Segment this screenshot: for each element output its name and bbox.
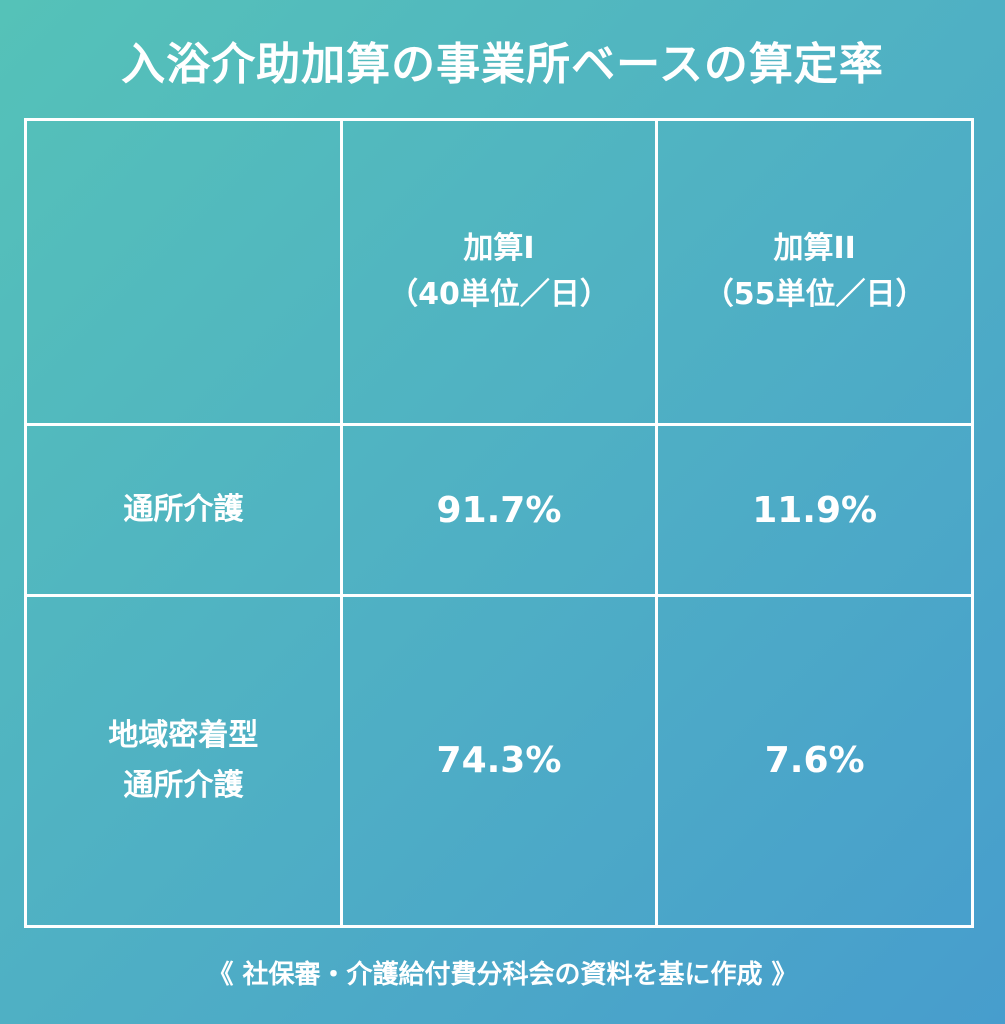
row-header-tsusho-kaigo: 通所介護 [24, 423, 343, 597]
table-row: 通所介護 91.7% 11.9% [24, 423, 974, 597]
column-header-name: 加算II [773, 231, 856, 267]
data-label: 74.3% [436, 740, 562, 782]
column-header-units: （40単位／日） [388, 277, 610, 313]
source-note: 《 社保審・介護給付費分科会の資料を基に作成 》 [207, 960, 798, 990]
column-header-units: （55単位／日） [703, 277, 926, 313]
corner-cell [24, 117, 343, 427]
header-row: 加算I （40単位／日） 加算II （55単位／日） [24, 117, 974, 427]
value-cell: 91.7% [339, 423, 659, 597]
value-cell: 11.9% [655, 423, 974, 597]
row-header-label: 地域密着型 [108, 717, 259, 753]
chart-title: 入浴介助加算の事業所ベースの算定率 [121, 39, 884, 90]
data-label: 11.9% [752, 489, 878, 531]
row-header-label: 通所介護 [123, 767, 244, 803]
column-header-kasan-1: 加算I （40単位／日） [339, 117, 659, 427]
column-header-name: 加算I [463, 231, 535, 267]
table-row: 地域密着型 通所介護 74.3% 7.6% [24, 593, 974, 929]
value-cell: 74.3% [339, 593, 659, 929]
value-cell: 7.6% [655, 593, 974, 929]
rate-table: 加算I （40単位／日） 加算II （55単位／日） 通所介護 91.7% 11… [24, 117, 974, 929]
row-header-chiiki-mitchaku: 地域密着型 通所介護 [24, 593, 343, 929]
data-label: 7.6% [764, 740, 865, 782]
data-label: 91.7% [436, 489, 562, 531]
column-header-kasan-2: 加算II （55単位／日） [655, 117, 974, 427]
row-header-label: 通所介護 [123, 492, 244, 528]
